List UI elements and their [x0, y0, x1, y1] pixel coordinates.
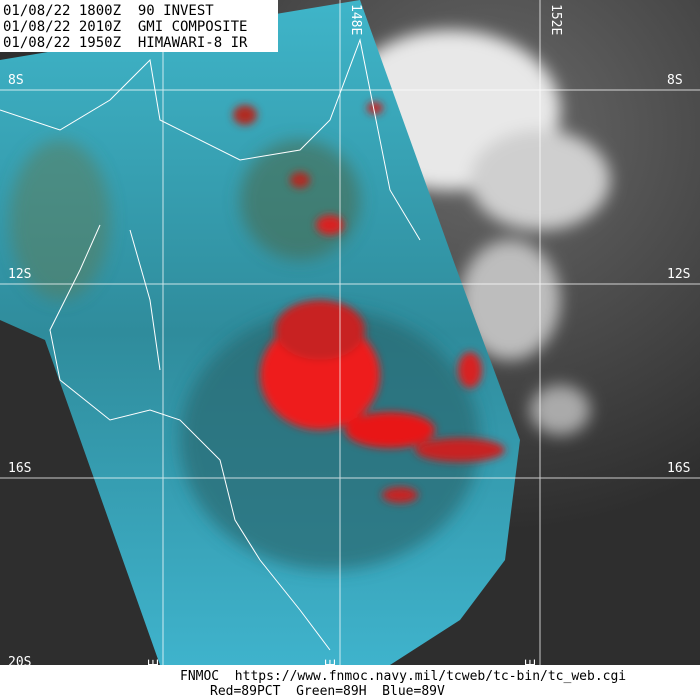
header-line: 01/08/22 1950Z HIMAWARI-8 IR: [3, 35, 248, 51]
lat-label: 12S: [8, 267, 31, 282]
footer-box: [0, 665, 700, 700]
graticule: [0, 0, 700, 665]
lat-label: 16S: [667, 461, 690, 476]
lat-label: 8S: [667, 73, 683, 88]
convection: [233, 102, 505, 503]
footer-source: FNMOC https://www.fnmoc.navy.mil/tcweb/t…: [180, 669, 626, 684]
header-box: [0, 0, 278, 52]
swath-shading: [10, 140, 480, 570]
lon-label: 152E: [548, 4, 563, 35]
header-line: 01/08/22 1800Z 90 INVEST: [3, 3, 214, 19]
footer-channels: Red=89PCT Green=89H Blue=89V: [210, 684, 445, 699]
lon-label: 148E: [348, 4, 363, 35]
lat-label: 16S: [8, 461, 31, 476]
lat-label: 8S: [8, 73, 24, 88]
lat-label: 12S: [667, 267, 690, 282]
header-line: 01/08/22 2010Z GMI COMPOSITE: [3, 19, 247, 35]
